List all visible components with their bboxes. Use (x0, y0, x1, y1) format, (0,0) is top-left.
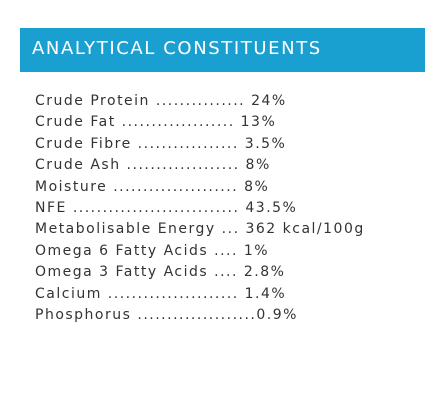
section-title: ANALYTICAL CONSTITUENTS (32, 38, 322, 59)
constituent-phosphorus: Phosphorus ....................0.9% (35, 306, 298, 323)
constituent-metabolisable-energy: Metabolisable Energy ... 362 kcal/100g (35, 221, 365, 238)
section-header: ANALYTICAL CONSTITUENTS (20, 28, 425, 72)
constituent-nfe: NFE ............................ 43.5% (35, 199, 298, 216)
constituent-crude-fat: Crude Fat ................... 13% (35, 114, 277, 131)
constituent-calcium: Calcium ...................... 1.4% (35, 285, 287, 302)
constituent-crude-protein: Crude Protein ............... 24% (35, 93, 287, 109)
constituent-omega-3: Omega 3 Fatty Acids .... 2.8% (35, 264, 286, 281)
constituent-moisture: Moisture ..................... 8% (35, 178, 270, 195)
constituent-omega-6: Omega 6 Fatty Acids .... 1% (35, 242, 270, 259)
constituents-list: Crude Protein ............... 24% Crude … (35, 91, 435, 326)
constituent-crude-ash: Crude Ash ................... 8% (35, 157, 271, 174)
constituent-crude-fibre: Crude Fibre ................. 3.5% (35, 135, 287, 152)
